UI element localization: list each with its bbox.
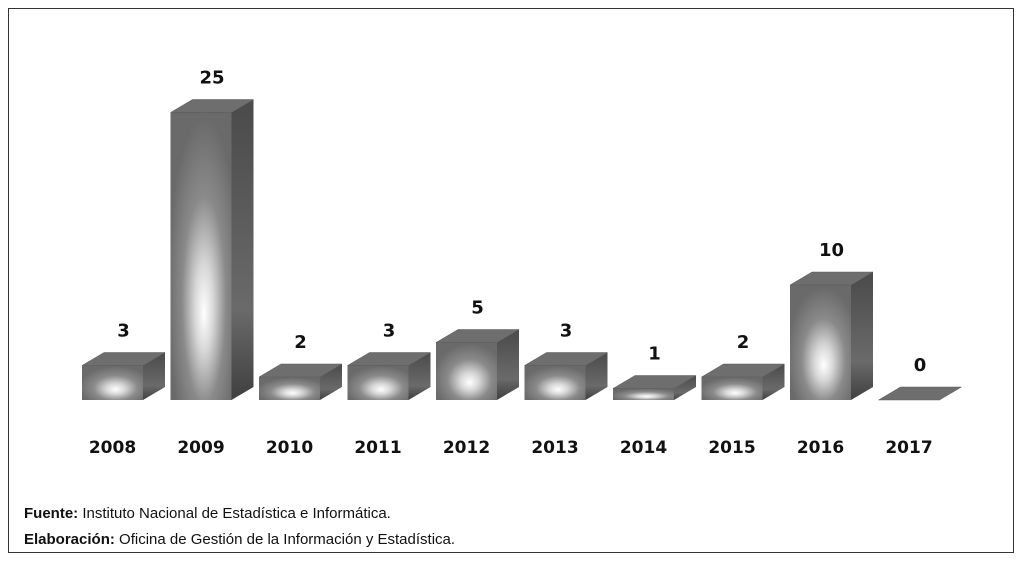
bar-top xyxy=(612,375,697,389)
bar-top xyxy=(700,363,786,378)
x-tick-label: 2013 xyxy=(531,438,578,458)
credit-note: Elaboración: Oficina de Gestión de la In… xyxy=(24,531,455,548)
x-tick-label: 2011 xyxy=(354,438,401,458)
note-text: Oficina de Gestión de la Información y E… xyxy=(119,531,456,548)
bar-top xyxy=(258,363,343,378)
bar-top xyxy=(169,99,255,113)
bar-side xyxy=(408,352,431,400)
value-label: 25 xyxy=(199,68,224,89)
x-tick-label: 2015 xyxy=(708,438,755,458)
bar-top xyxy=(81,352,166,366)
bar xyxy=(436,342,497,400)
value-label: 2 xyxy=(737,332,750,353)
x-tick-label: 2014 xyxy=(620,438,667,458)
note-label: Elaboración: xyxy=(24,531,115,548)
bar-top xyxy=(789,271,874,286)
bar xyxy=(82,365,143,400)
bar-side xyxy=(762,364,785,400)
bar-top xyxy=(523,352,609,366)
bar-side xyxy=(497,329,519,400)
bar-side xyxy=(231,99,254,400)
bar xyxy=(259,377,320,400)
value-label: 0 xyxy=(914,355,927,376)
bar-top xyxy=(346,352,432,366)
value-label: 3 xyxy=(560,321,573,342)
bar xyxy=(613,388,674,400)
value-label: 3 xyxy=(383,321,396,342)
chart-frame xyxy=(8,8,1014,553)
bar-side xyxy=(674,375,696,400)
note-text: Instituto Nacional de Estadística e Info… xyxy=(82,505,391,522)
note-label: Fuente: xyxy=(24,505,79,522)
bar-side xyxy=(585,352,608,400)
bar-top xyxy=(877,386,963,401)
x-tick-label: 2012 xyxy=(443,438,490,458)
bar xyxy=(701,377,763,400)
x-tick-label: 2009 xyxy=(177,438,224,458)
x-tick-label: 2008 xyxy=(89,438,136,458)
bar-top xyxy=(435,329,520,343)
bar xyxy=(170,112,232,400)
value-label: 2 xyxy=(294,332,307,353)
x-tick-label: 2016 xyxy=(797,438,844,458)
bar-side xyxy=(320,364,342,400)
value-label: 3 xyxy=(117,321,130,342)
bar xyxy=(347,365,409,400)
bar xyxy=(790,285,851,400)
source-note: Fuente: Instituto Nacional de Estadístic… xyxy=(24,505,391,522)
bar-side xyxy=(851,272,873,400)
value-label: 1 xyxy=(648,344,661,365)
value-label: 5 xyxy=(471,298,484,319)
bar-side xyxy=(143,352,165,400)
x-tick-label: 2017 xyxy=(885,438,932,458)
x-tick-label: 2010 xyxy=(266,438,313,458)
value-label: 10 xyxy=(819,240,844,261)
bar xyxy=(524,365,586,400)
